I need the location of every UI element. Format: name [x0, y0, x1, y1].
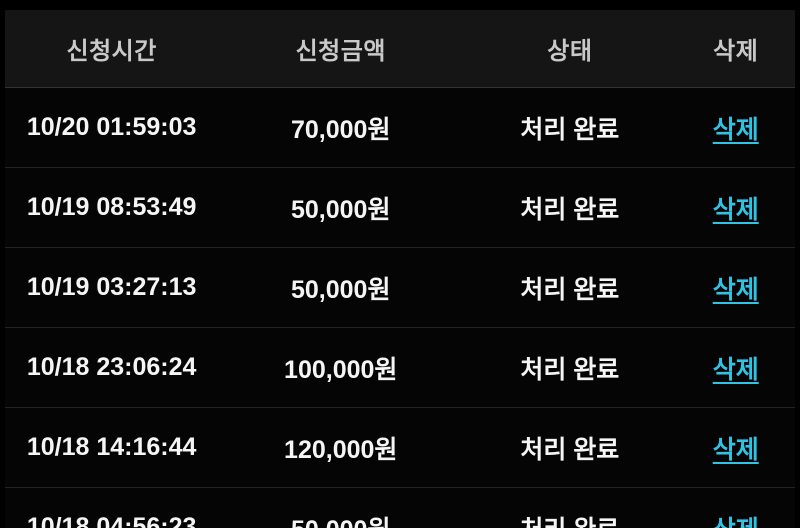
delete-cell: 삭제: [676, 190, 795, 226]
delete-link[interactable]: 삭제: [712, 275, 759, 304]
request-time-cell: 10/18 14:16:44: [26, 433, 197, 461]
request-time-cell: 10/19 08:53:49: [26, 193, 197, 221]
request-time-cell: 10/18 23:06:24: [26, 353, 197, 381]
table-row: 10/19 03:27:13 50,000원 처리 완료 삭제: [5, 248, 795, 328]
request-amount-cell: 50,000원: [218, 510, 463, 528]
table-row: 10/20 01:59:03 70,000원 처리 완료 삭제: [5, 88, 795, 168]
column-header-delete: 삭제: [713, 38, 759, 65]
request-time-cell: 10/19 03:27:13: [26, 273, 197, 301]
status-cell: 처리 완료: [520, 115, 620, 144]
column-header-request-amount: 신청금액: [295, 38, 386, 65]
request-amount-cell: 50,000원: [291, 195, 391, 224]
delete-link[interactable]: 삭제: [712, 355, 759, 384]
request-time-cell: 10/18 04:56:23: [26, 513, 197, 528]
table-body: 10/20 01:59:03 70,000원 처리 완료 삭제 10/19 08…: [5, 88, 795, 528]
status-cell: 처리 완료: [520, 195, 620, 224]
column-header-request-time: 신청시간: [66, 38, 157, 65]
request-time-cell: 10/20 01:59:03: [26, 113, 197, 141]
column-header-status: 상태: [547, 38, 593, 65]
delete-cell: 삭제: [676, 270, 795, 306]
delete-link[interactable]: 삭제: [712, 115, 759, 144]
delete-cell: 삭제: [676, 510, 795, 528]
table-row: 10/19 08:53:49 50,000원 처리 완료 삭제: [5, 168, 795, 248]
delete-cell: 삭제: [676, 110, 795, 146]
table-row: 10/18 14:16:44 120,000원 처리 완료 삭제: [5, 408, 795, 488]
delete-link[interactable]: 삭제: [713, 516, 759, 528]
status-cell: 처리 완료: [463, 510, 676, 528]
table-header-row: 신청시간 신청금액 상태 삭제: [5, 10, 795, 88]
delete-cell: 삭제: [676, 430, 795, 466]
request-amount-cell: 50,000원: [291, 275, 391, 304]
status-cell: 처리 완료: [520, 275, 620, 304]
request-amount-cell: 100,000원: [284, 355, 398, 384]
request-history-table: 신청시간 신청금액 상태 삭제 10/20 01:59:03 70,000원 처…: [5, 10, 795, 528]
status-cell: 처리 완료: [520, 355, 620, 384]
status-cell: 처리 완료: [520, 435, 620, 464]
delete-link[interactable]: 삭제: [712, 435, 759, 464]
table-row: 10/18 04:56:23 50,000원 처리 완료 삭제: [5, 488, 795, 528]
delete-cell: 삭제: [676, 350, 795, 386]
delete-link[interactable]: 삭제: [712, 195, 759, 224]
request-amount-cell: 120,000원: [284, 435, 398, 464]
table-row: 10/18 23:06:24 100,000원 처리 완료 삭제: [5, 328, 795, 408]
request-amount-cell: 70,000원: [291, 115, 391, 144]
